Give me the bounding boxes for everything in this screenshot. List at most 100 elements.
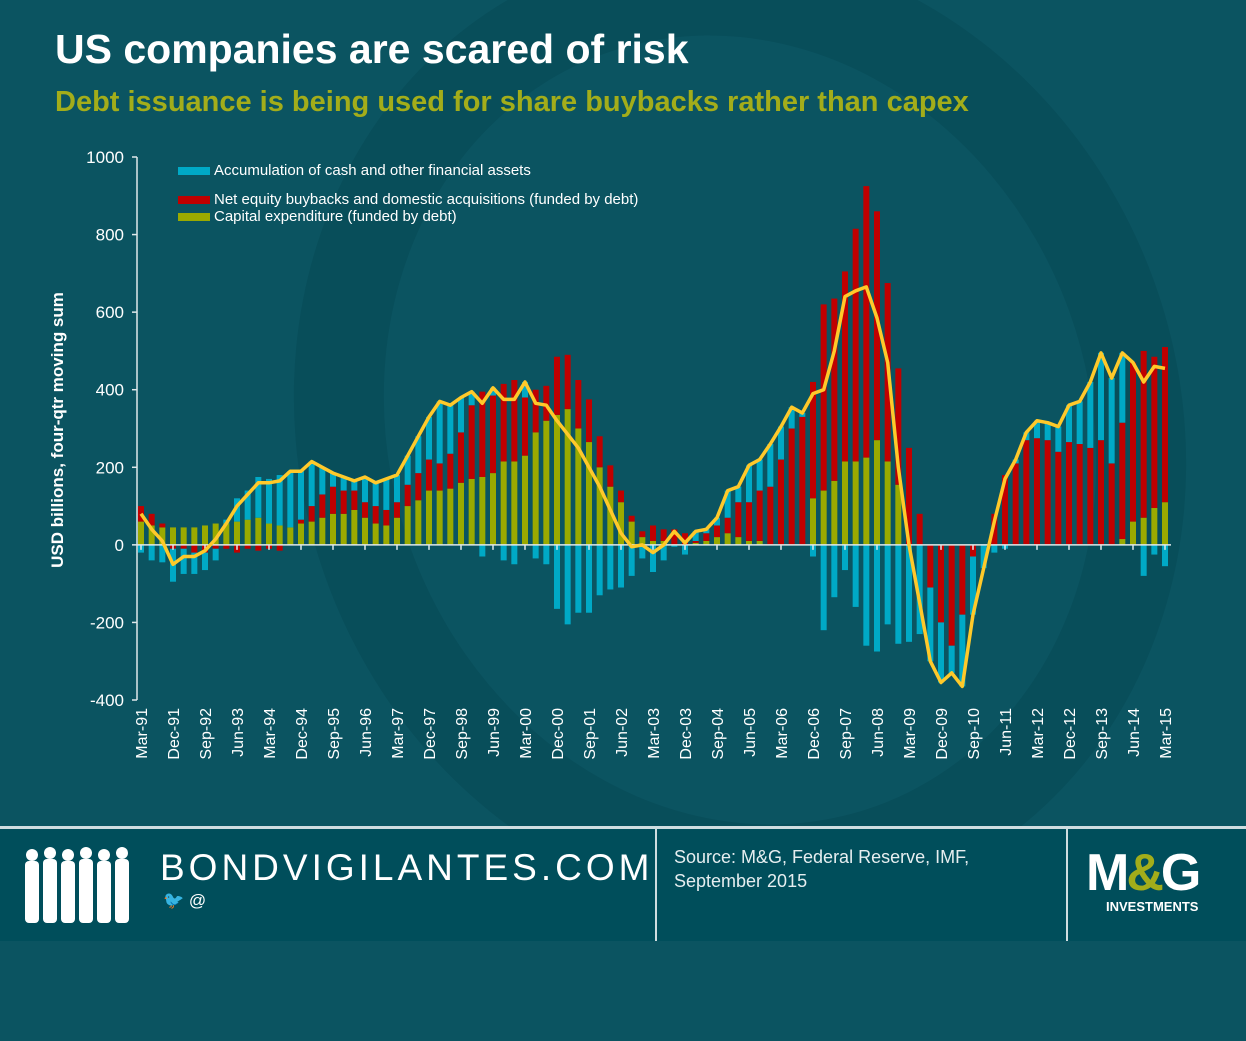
bar-segment <box>746 502 752 541</box>
bar-segment <box>895 484 902 545</box>
bar-segment <box>852 461 859 545</box>
bar-segment <box>383 509 390 526</box>
bar-segment <box>874 211 880 441</box>
bar-segment <box>532 544 539 559</box>
bar-segment <box>330 513 336 545</box>
bar-segment <box>458 482 464 545</box>
legend-label: Accumulation of cash and other financial… <box>214 162 531 179</box>
bar-segment <box>927 587 934 662</box>
bar-segment <box>596 436 603 468</box>
bar-segment <box>330 486 336 514</box>
bar-segment <box>703 540 710 545</box>
bar-segment <box>618 502 624 545</box>
x-tick-label: Mar-91 <box>134 708 151 759</box>
bar-segment <box>394 517 400 545</box>
bar-segment <box>607 486 614 545</box>
chart-subtitle: Debt issuance is being used for share bu… <box>55 86 969 118</box>
bar-segment <box>1119 352 1126 423</box>
bar-segment <box>639 531 646 538</box>
bar-segment <box>191 544 198 553</box>
x-tick-label: Mar-15 <box>1158 708 1175 759</box>
x-tick-label: Sep-01 <box>582 708 599 760</box>
bar-segment <box>810 498 816 545</box>
bar-segment <box>436 463 443 491</box>
twitter-icon[interactable]: 🐦 <box>163 891 185 910</box>
bar-segment <box>1098 352 1104 441</box>
bar-segment <box>468 391 475 406</box>
x-tick-label: Dec-00 <box>550 708 567 760</box>
bar-segment <box>148 513 155 526</box>
chart: 1000 800 600 400 200 0 -200 -400 Mar-91 Dec-91 Sep… <box>86 148 1175 760</box>
bar-segment <box>714 537 720 545</box>
bar-segment <box>426 459 432 491</box>
x-tick-label: Jun-99 <box>486 708 503 757</box>
site-link[interactable]: BONDVIGILANTES.COM <box>160 847 654 888</box>
total-line <box>139 285 1166 689</box>
bar-segment <box>884 461 891 545</box>
bar-segment <box>842 271 848 462</box>
y-tick-label: 400 <box>96 381 124 400</box>
bar-segment <box>852 228 859 462</box>
x-tick-label: Jun-05 <box>742 708 759 757</box>
bar-segment <box>180 527 187 545</box>
x-tick-label: Sep-13 <box>1094 708 1111 760</box>
bar-segment <box>1119 422 1126 540</box>
bar-segment <box>266 478 272 524</box>
bar-segment <box>404 506 411 545</box>
x-tick-label: Mar-00 <box>518 708 535 759</box>
bar-segment <box>938 544 944 623</box>
bar-segment <box>660 544 667 561</box>
bar-segment <box>511 461 518 545</box>
bar-segment <box>223 523 230 545</box>
bar-segment <box>746 540 752 545</box>
bar-segment <box>490 395 496 474</box>
x-tick-label: Dec-09 <box>934 708 951 760</box>
bar-segment <box>1108 378 1115 464</box>
bar-segment <box>415 473 422 501</box>
bar-segment <box>1151 544 1158 555</box>
legend-item-cash: Accumulation of cash and other financial… <box>178 162 684 179</box>
bar-segment <box>756 540 763 545</box>
bar-segment <box>628 521 635 545</box>
bar-segment <box>191 527 198 545</box>
bar-segment <box>788 407 795 429</box>
bar-segment <box>138 521 144 545</box>
bar-segment <box>874 544 880 652</box>
bar-segment <box>191 552 198 574</box>
bar-segment <box>756 459 763 491</box>
x-tick-label: Dec-91 <box>166 708 183 760</box>
bar-segment <box>1140 517 1147 545</box>
bar-segment <box>714 517 720 526</box>
bar-segment <box>842 461 848 545</box>
bar-segment <box>276 475 283 526</box>
bar-segment <box>244 519 251 545</box>
bar-segment <box>980 544 987 569</box>
bar-segment <box>831 480 838 545</box>
bar-segment <box>319 494 326 518</box>
x-tick-label: Mar-09 <box>902 708 919 759</box>
bar-segment <box>543 544 550 565</box>
bar-segment <box>1151 508 1158 545</box>
bar-segment <box>596 544 603 596</box>
bar-segment <box>895 368 902 485</box>
bar-segment <box>735 537 742 545</box>
bar-segment <box>575 428 582 545</box>
bar-segment <box>767 486 774 545</box>
social-links[interactable]: 🐦 @ <box>163 891 206 911</box>
bar-segment <box>991 544 998 553</box>
bar-segment <box>223 544 230 549</box>
bar-segment <box>447 405 454 454</box>
bar-segment <box>362 476 368 503</box>
x-tick-label: Jun-11 <box>998 708 1015 756</box>
bar-segment <box>1098 440 1104 545</box>
bar-segment <box>618 490 624 503</box>
bar-segment <box>383 478 390 510</box>
y-tick-label: 1000 <box>86 148 124 167</box>
bar-segment <box>692 531 699 541</box>
bar-segment <box>756 490 763 541</box>
bar-segment <box>1034 438 1040 545</box>
legend-swatch <box>178 167 210 175</box>
bar-segment <box>543 420 550 545</box>
bar-segment <box>319 467 326 495</box>
bar-segment <box>820 544 827 631</box>
